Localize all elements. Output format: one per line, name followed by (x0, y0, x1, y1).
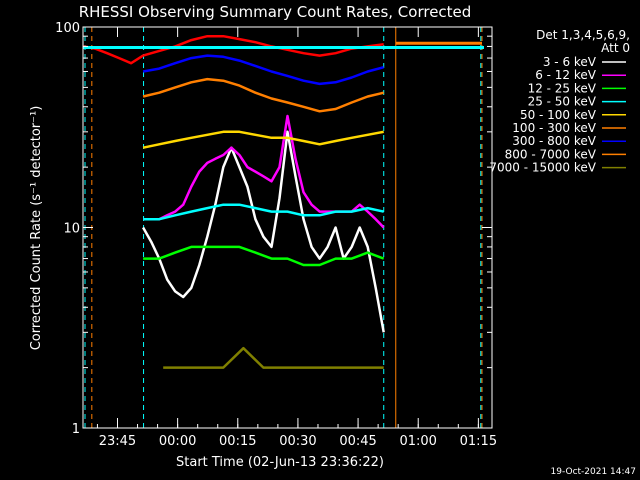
legend-label: 3 - 6 keV (543, 55, 597, 69)
x-tick-label: 23:45 (99, 434, 136, 449)
x-tick-label: 00:45 (339, 434, 376, 449)
timestamp: 19-Oct-2021 14:47 (551, 467, 636, 477)
series-line-0 (142, 130, 385, 333)
legend-label: 800 - 7000 keV (505, 147, 597, 161)
series-line-9 (83, 34, 384, 65)
axes: 1 10 100 23:45 00:00 00:15 00:30 00:45 01:00 01:1… (55, 21, 497, 449)
legend-label: 7000 - 15000 keV (489, 161, 596, 175)
x-tick-label: 01:00 (399, 434, 436, 449)
series-line-5 (142, 77, 384, 113)
series-line-6 (142, 54, 385, 86)
legend-label: 6 - 12 keV (535, 68, 597, 82)
x-axis-label: Start Time (02-Jun-13 23:36:22) (176, 455, 384, 470)
legend-title-line-1: Det 1,3,4,5,6,9, (536, 28, 630, 42)
series-line-4 (142, 130, 384, 149)
x-tick-label: 00:00 (159, 434, 196, 449)
chart-title: RHESSI Observing Summary Count Rates, Co… (79, 3, 472, 21)
legend-label: 50 - 100 keV (520, 108, 597, 122)
series-line-8 (163, 346, 384, 369)
plot-area (83, 27, 484, 428)
x-tick-label: 00:30 (279, 434, 316, 449)
y-axis-label: Corrected Count Rate (s⁻¹ detector⁻¹) (29, 106, 44, 351)
x-tick-label: 00:15 (219, 434, 256, 449)
legend-title-line-2: Att 0 (601, 41, 630, 55)
y-tick-label: 1 (72, 422, 80, 437)
y-tick-label: 10 (63, 222, 80, 237)
legend-label: 25 - 50 keV (528, 95, 597, 109)
y-tick-label: 100 (55, 21, 80, 36)
legend-label: 100 - 300 keV (512, 121, 596, 135)
legend-label: 12 - 25 keV (528, 81, 597, 95)
series-line-2 (143, 245, 385, 267)
x-tick-label: 01:15 (460, 434, 497, 449)
series-line-3 (143, 203, 384, 221)
legend-label: 300 - 800 keV (512, 134, 596, 148)
